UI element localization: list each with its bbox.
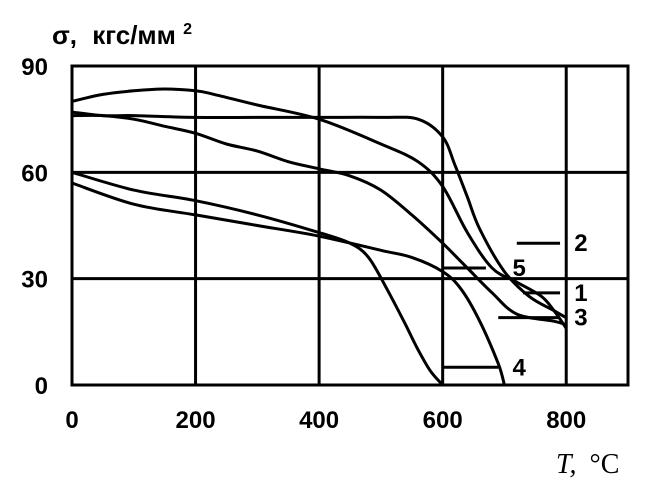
y-axis-symbol: σ, [52,20,77,50]
curve-label-3: 3 [574,305,587,332]
series-line-5 [71,181,506,386]
x-axis-label: T, °C [556,449,619,480]
series-line-3 [71,113,567,327]
plot-frame [70,64,630,387]
y-tick-label: 60 [21,160,48,187]
leader-lines [442,241,561,369]
x-tick-label: 0 [65,407,78,434]
curve-label-1: 1 [574,280,587,307]
x-axis-symbol: T, [556,449,577,480]
x-axis-unit: °C [590,449,620,480]
x-tick-label: 200 [176,407,216,434]
y-axis-unit: кгс/мм [92,20,176,50]
grid-lines [70,64,630,387]
series-line-1 [71,110,567,319]
x-tick-label: 600 [423,407,463,434]
series-curves [71,87,568,387]
curve-label-5: 5 [512,255,525,282]
series-line-4 [71,170,444,387]
y-axis-label: σ, кгс/мм 2 [52,20,192,50]
y-tick-label: 30 [21,267,48,294]
series-line-2 [71,87,568,330]
x-tick-label: 400 [299,407,339,434]
y-tick-label: 90 [21,54,48,81]
y-axis-unit-superscript: 2 [183,21,192,38]
x-tick-labels: 0 200 400 600 800 [65,407,586,434]
y-tick-label: 0 [35,373,48,400]
curve-label-4: 4 [512,354,526,381]
curve-labels: 1 2 3 4 5 [512,230,587,381]
x-tick-label: 800 [546,407,586,434]
curve-label-2: 2 [574,230,587,257]
y-tick-labels: 0 30 60 90 [21,54,48,400]
